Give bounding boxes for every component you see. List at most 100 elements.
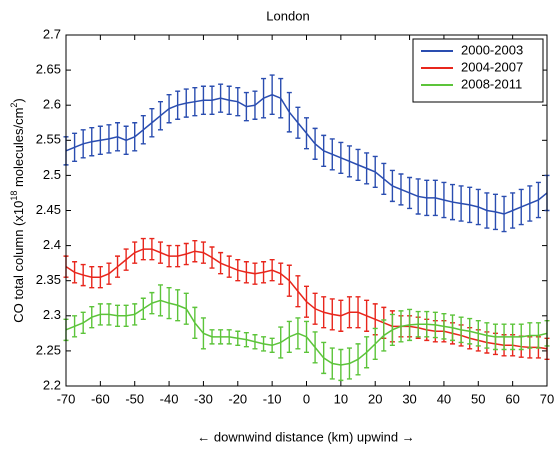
error-bar	[209, 329, 215, 345]
error-bar	[346, 347, 352, 380]
error-bar	[346, 145, 352, 178]
error-bar	[132, 122, 138, 152]
error-bar	[398, 173, 404, 206]
error-bar	[432, 179, 438, 217]
label-part: )	[11, 98, 26, 102]
error-bar	[441, 312, 447, 340]
x-tick-label: 50	[471, 391, 485, 406]
label-part: CO total column (x10	[11, 201, 26, 323]
error-bar	[123, 248, 129, 271]
legend-box	[412, 38, 544, 103]
label-part: molecules/cm	[11, 108, 26, 191]
error-bar	[252, 262, 258, 285]
error-bar	[80, 129, 86, 159]
error-bar	[329, 347, 335, 380]
x-tick-label: 0	[303, 391, 310, 406]
x-tick-label: 70	[540, 391, 554, 406]
error-bar	[72, 315, 78, 338]
error-bar	[518, 188, 524, 226]
error-bar	[243, 261, 249, 284]
error-bar	[261, 77, 267, 119]
error-bar	[518, 323, 524, 351]
error-bar	[415, 178, 421, 215]
error-bar	[441, 181, 447, 219]
error-bar	[140, 297, 146, 321]
x-tick-label: 10	[334, 391, 348, 406]
error-bar	[278, 77, 284, 119]
error-bar	[295, 317, 301, 350]
error-bar	[226, 329, 232, 345]
error-bar	[372, 155, 378, 189]
error-bar	[450, 314, 456, 342]
error-bar	[149, 108, 155, 138]
error-bar	[501, 195, 507, 233]
error-bar	[355, 296, 361, 329]
error-bar	[218, 329, 224, 345]
legend-label: 2008-2011	[461, 76, 522, 91]
error-bar	[338, 348, 344, 382]
error-bar	[80, 263, 86, 287]
error-bar	[209, 246, 215, 269]
error-bar	[243, 331, 249, 348]
x-tick-label: 60	[505, 391, 519, 406]
legend-label: 2004-2007	[461, 59, 523, 74]
error-bar	[183, 88, 189, 118]
error-bar	[381, 319, 387, 352]
error-bar	[269, 258, 275, 282]
y-axis-label: CO total column (x1018 molecules/cm2)	[9, 98, 26, 323]
error-bar	[89, 126, 95, 157]
y-tick-label: 2.5	[43, 167, 61, 182]
error-bar	[200, 241, 206, 264]
error-bar	[97, 303, 103, 326]
y-tick-label: 2.25	[36, 342, 61, 357]
error-bar	[312, 331, 318, 364]
error-bar	[166, 244, 172, 268]
error-bar	[115, 255, 121, 278]
error-bar	[484, 192, 490, 229]
error-bar	[398, 310, 404, 343]
y-tick-label: 2.45	[36, 202, 61, 217]
x-tick-label: -60	[91, 391, 110, 406]
error-bar	[364, 336, 370, 369]
error-bar	[492, 193, 498, 231]
error-bar	[157, 100, 163, 131]
x-tick-label: 20	[368, 391, 382, 406]
error-bar	[72, 132, 78, 163]
error-bar	[467, 317, 473, 345]
error-bar	[407, 176, 413, 210]
y-tick-label: 2.6	[43, 97, 61, 112]
error-bar	[407, 308, 413, 342]
error-bar	[192, 86, 198, 117]
error-bar	[355, 148, 361, 182]
error-bar	[97, 125, 103, 156]
error-bar	[364, 299, 370, 332]
error-bar	[269, 337, 275, 354]
error-bar	[269, 74, 275, 116]
error-bar	[321, 296, 327, 329]
error-bar	[261, 336, 267, 352]
error-bar	[89, 305, 95, 329]
series-line	[65, 93, 548, 215]
error-bar	[123, 125, 129, 156]
x-tick-label: 30	[402, 391, 416, 406]
error-bar	[304, 117, 309, 150]
error-bar	[527, 185, 533, 222]
error-bar	[415, 310, 421, 338]
error-bar	[115, 304, 121, 328]
error-bar	[183, 292, 189, 325]
error-bar	[278, 326, 284, 359]
error-bar	[252, 334, 258, 350]
error-bar	[89, 265, 95, 289]
error-bar	[106, 303, 112, 326]
error-bar	[381, 162, 387, 196]
error-bar	[97, 265, 103, 289]
error-bar	[157, 284, 163, 317]
error-bar	[295, 275, 301, 308]
error-bar	[218, 251, 224, 275]
error-bar	[175, 90, 181, 120]
superscript: 18	[9, 191, 19, 201]
error-bar	[192, 306, 198, 339]
error-bar	[458, 185, 464, 222]
error-bar	[321, 341, 327, 375]
